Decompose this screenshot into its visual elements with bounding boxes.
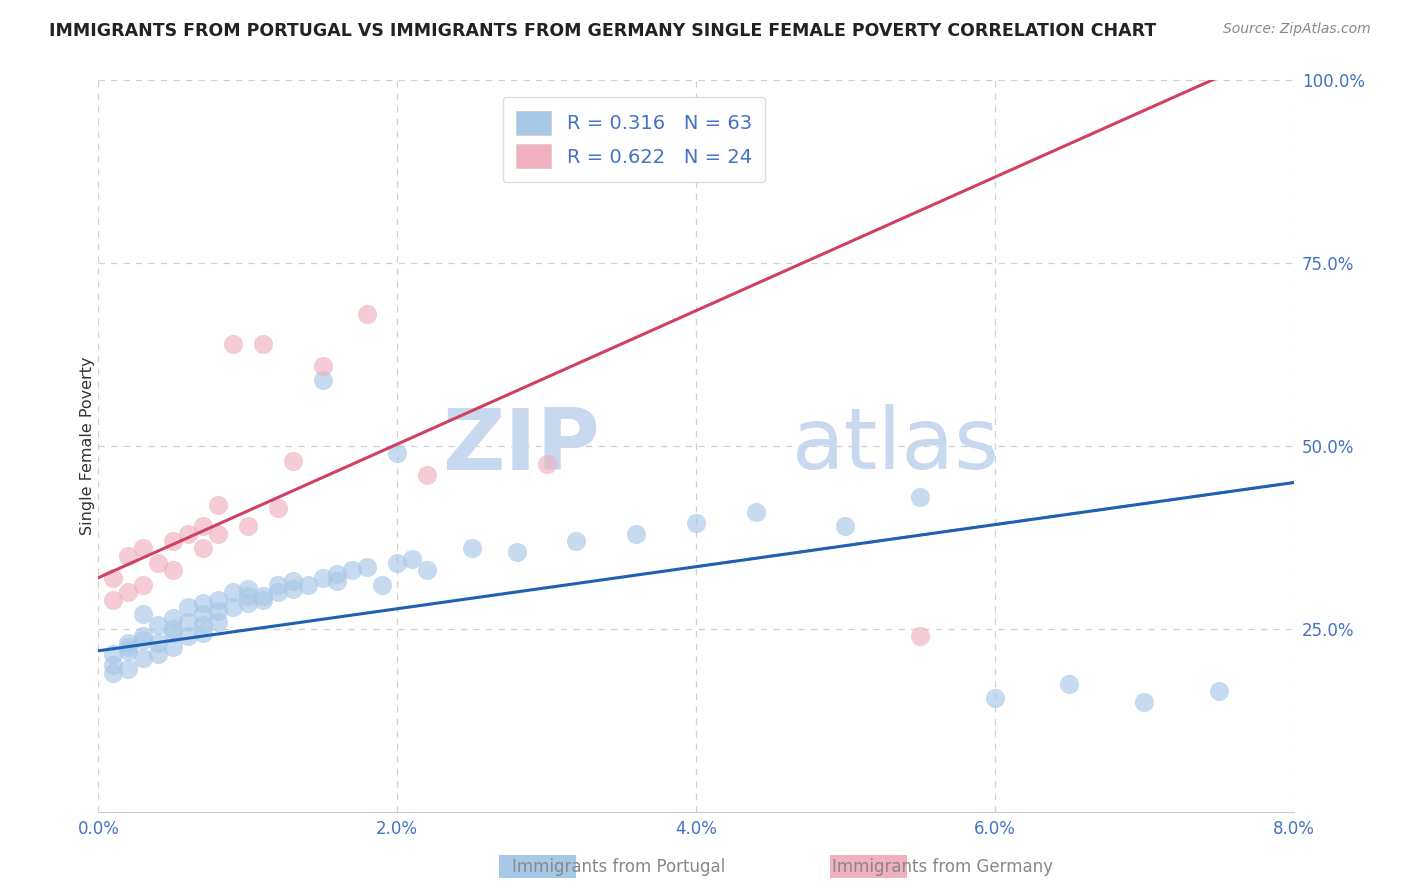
Point <box>207 603 229 617</box>
Point <box>132 607 155 622</box>
Point <box>461 541 484 556</box>
Point <box>132 541 155 556</box>
Text: Source: ZipAtlas.com: Source: ZipAtlas.com <box>1223 22 1371 37</box>
Point <box>117 549 139 563</box>
Point <box>311 373 333 387</box>
Point <box>148 618 170 632</box>
Point <box>252 589 274 603</box>
Point <box>371 578 394 592</box>
Point <box>984 691 1007 706</box>
Point <box>148 556 170 570</box>
Point <box>297 578 319 592</box>
Point <box>311 359 333 373</box>
Point <box>207 592 229 607</box>
Point <box>236 519 259 533</box>
Point <box>103 648 125 662</box>
Point <box>236 589 259 603</box>
Point <box>342 563 364 577</box>
Point <box>148 648 170 662</box>
Text: atlas: atlas <box>792 404 1000 488</box>
Point <box>222 336 245 351</box>
Point <box>103 571 125 585</box>
Point <box>385 556 409 570</box>
Point <box>1133 695 1156 709</box>
Text: ZIP: ZIP <box>443 404 600 488</box>
Point <box>162 625 184 640</box>
Point <box>207 526 229 541</box>
Point <box>117 644 139 658</box>
Point <box>252 592 274 607</box>
Point <box>267 501 290 516</box>
Point <box>326 567 349 582</box>
Point <box>222 585 245 599</box>
Point <box>685 516 707 530</box>
Point <box>1208 684 1230 698</box>
Point <box>908 490 931 504</box>
Point <box>191 625 214 640</box>
Point <box>177 599 200 614</box>
Point <box>416 468 439 483</box>
Point <box>162 611 184 625</box>
Point <box>162 622 184 636</box>
Point <box>191 596 214 610</box>
Point <box>222 599 245 614</box>
Point <box>356 559 378 574</box>
Point <box>416 563 439 577</box>
Point <box>626 526 648 541</box>
Point <box>311 571 333 585</box>
Point <box>132 651 155 665</box>
Point <box>356 307 378 321</box>
Point <box>401 552 423 566</box>
Point <box>191 618 214 632</box>
Point <box>117 662 139 676</box>
Point <box>252 336 274 351</box>
Point <box>162 563 184 577</box>
Point <box>281 574 304 589</box>
Point <box>148 636 170 650</box>
Point <box>1059 676 1081 690</box>
Point <box>207 615 229 629</box>
Point <box>267 578 290 592</box>
Point <box>132 632 155 647</box>
Point <box>281 453 304 467</box>
Point <box>908 629 931 643</box>
Point <box>236 596 259 610</box>
Point <box>162 534 184 549</box>
Point <box>506 545 529 559</box>
Point <box>207 498 229 512</box>
Point <box>103 658 125 673</box>
Point <box>326 574 349 589</box>
Text: IMMIGRANTS FROM PORTUGAL VS IMMIGRANTS FROM GERMANY SINGLE FEMALE POVERTY CORREL: IMMIGRANTS FROM PORTUGAL VS IMMIGRANTS F… <box>49 22 1157 40</box>
Point <box>267 585 290 599</box>
Y-axis label: Single Female Poverty: Single Female Poverty <box>80 357 94 535</box>
Point <box>177 526 200 541</box>
Point <box>191 541 214 556</box>
Point <box>834 519 856 533</box>
Point <box>103 665 125 680</box>
Point <box>117 585 139 599</box>
Point <box>236 582 259 596</box>
Point <box>117 636 139 650</box>
Point <box>191 519 214 533</box>
Point <box>177 629 200 643</box>
Text: Immigrants from Germany: Immigrants from Germany <box>831 858 1053 876</box>
Text: Immigrants from Portugal: Immigrants from Portugal <box>512 858 725 876</box>
Point <box>117 640 139 655</box>
Point <box>385 446 409 460</box>
Point <box>132 578 155 592</box>
Point <box>191 607 214 622</box>
Point <box>103 592 125 607</box>
Point <box>745 505 768 519</box>
Point <box>132 629 155 643</box>
Point <box>162 640 184 655</box>
Point <box>565 534 588 549</box>
Point <box>177 615 200 629</box>
Point <box>536 457 558 471</box>
Legend: R = 0.316   N = 63, R = 0.622   N = 24: R = 0.316 N = 63, R = 0.622 N = 24 <box>502 97 765 182</box>
Point <box>281 582 304 596</box>
